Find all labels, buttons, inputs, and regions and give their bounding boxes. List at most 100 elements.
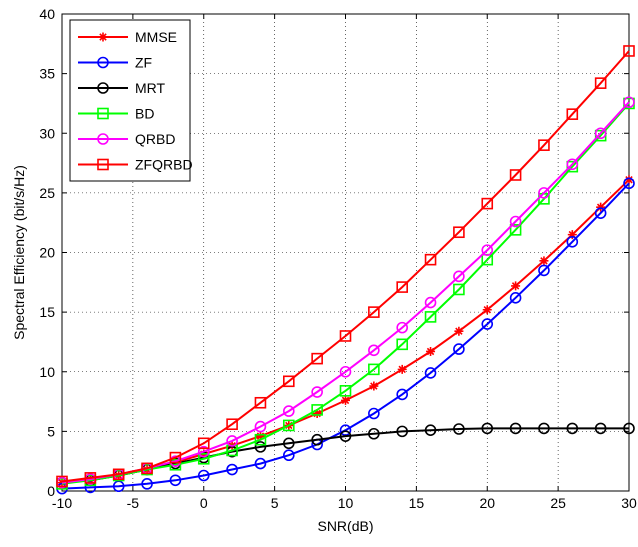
y-tick-label: 30 <box>39 125 55 141</box>
data-point-mrt <box>396 425 409 438</box>
data-point-mrt <box>481 422 494 435</box>
legend-label-qrbd: QRBD <box>135 131 175 147</box>
legend-marker-bd <box>97 107 109 120</box>
legend-item-zfqrbd: ZFQRBD <box>78 157 193 173</box>
data-point-zfqrbd <box>56 475 68 488</box>
data-point-zfqrbd <box>594 77 607 89</box>
data-point-zfqrbd <box>141 462 153 475</box>
data-point-bd <box>282 419 295 432</box>
data-point-zfqrbd <box>169 451 182 464</box>
data-point-zfqrbd <box>509 169 522 181</box>
x-tick-label: 30 <box>621 495 637 511</box>
axis-ticks: -10 -5 0 5 10 15 20 25 30 0 5 10 15 20 25 30 35 40 <box>39 6 637 511</box>
legend-marker-mmse <box>98 32 108 42</box>
data-point-mmse <box>312 408 322 418</box>
data-point-bd <box>368 363 380 376</box>
data-point-zfqrbd <box>84 472 97 484</box>
data-point-mmse <box>255 431 265 441</box>
series-zf <box>56 177 635 495</box>
data-point-qrbd <box>254 420 267 433</box>
data-point-zfqrbd <box>282 375 295 388</box>
legend-marker-zfqrbd <box>97 158 109 171</box>
data-point-mrt <box>453 423 465 435</box>
data-point-zfqrbd <box>453 226 465 239</box>
data-point-zfqrbd <box>481 197 494 210</box>
data-point-qrbd <box>197 445 210 458</box>
data-point-mrt <box>566 422 579 435</box>
data-point-zfqrbd <box>538 139 550 151</box>
data-point-zfqrbd <box>368 306 380 318</box>
data-point-zf <box>141 478 153 490</box>
data-point-mmse <box>397 364 407 374</box>
data-point-zf <box>623 177 635 190</box>
y-tick-label: 10 <box>39 364 55 380</box>
data-point-zf <box>368 407 380 420</box>
legend: MMSE ZF MRT BD QRBD ZFQRBD <box>69 19 193 182</box>
data-point-zfqrbd <box>339 330 352 342</box>
series-zfqrbd <box>56 45 635 488</box>
data-point-bd <box>311 404 323 416</box>
legend-label-zf: ZF <box>135 55 152 71</box>
data-point-mmse <box>454 326 464 336</box>
grid <box>62 14 629 491</box>
x-tick-label: 10 <box>338 495 354 511</box>
data-point-bd <box>197 453 210 465</box>
data-point-mrt <box>538 422 550 435</box>
data-point-zf <box>566 235 579 248</box>
y-tick-label: 5 <box>47 423 55 439</box>
legend-marker-mrt <box>97 82 109 94</box>
data-point-zfqrbd <box>254 396 267 409</box>
series-line-qrbd <box>61 101 630 484</box>
data-point-bd <box>396 338 409 351</box>
data-point-zf <box>538 264 550 277</box>
x-tick-label: 5 <box>271 495 279 511</box>
x-tick-label: -10 <box>52 495 72 511</box>
data-point-mmse <box>624 175 634 185</box>
data-point-qrbd <box>282 405 295 417</box>
data-point-qrbd <box>566 158 579 171</box>
x-tick-label: 25 <box>550 495 566 511</box>
legend-item-mrt: MRT <box>78 80 166 96</box>
legend-marker-zf <box>97 56 109 69</box>
legend-item-mmse: MMSE <box>78 29 177 45</box>
data-point-zfqrbd <box>226 418 238 431</box>
data-point-zf <box>197 469 210 482</box>
legend-marker-qrbd <box>97 133 109 145</box>
data-point-zf <box>169 474 182 487</box>
data-point-bd <box>424 311 437 323</box>
data-point-mrt <box>282 437 295 450</box>
data-point-zfqrbd <box>311 352 323 365</box>
series-line-zf <box>61 182 630 490</box>
data-point-zf <box>594 207 607 219</box>
x-tick-label: 15 <box>409 495 425 511</box>
data-point-bd <box>254 433 267 446</box>
series-bd <box>56 97 635 490</box>
data-point-qrbd <box>396 321 409 334</box>
data-point-mmse <box>426 346 436 356</box>
legend-box <box>69 19 191 182</box>
legend-item-zf: ZF <box>78 55 152 71</box>
data-point-mrt <box>623 422 635 435</box>
data-point-zfqrbd <box>623 45 635 57</box>
data-point-mrt <box>509 422 522 435</box>
data-point-mrt <box>339 430 352 442</box>
data-point-zfqrbd <box>566 108 579 120</box>
data-point-mmse <box>511 281 521 291</box>
data-point-mmse <box>539 256 549 266</box>
data-point-mmse <box>341 395 350 405</box>
data-point-mmse <box>567 230 577 240</box>
data-point-mrt <box>254 441 267 453</box>
y-tick-label: 20 <box>39 245 55 261</box>
data-point-qrbd <box>623 96 635 109</box>
y-tick-label: 0 <box>47 483 55 499</box>
data-point-qrbd <box>368 344 380 357</box>
data-point-mmse <box>369 381 379 391</box>
data-point-qrbd <box>453 270 465 283</box>
data-point-zf <box>453 343 465 355</box>
legend-label-mrt: MRT <box>135 80 166 96</box>
data-point-zfqrbd <box>424 253 437 266</box>
y-tick-label: 25 <box>39 185 55 201</box>
series-layer <box>56 45 635 495</box>
data-point-zf <box>254 457 267 470</box>
